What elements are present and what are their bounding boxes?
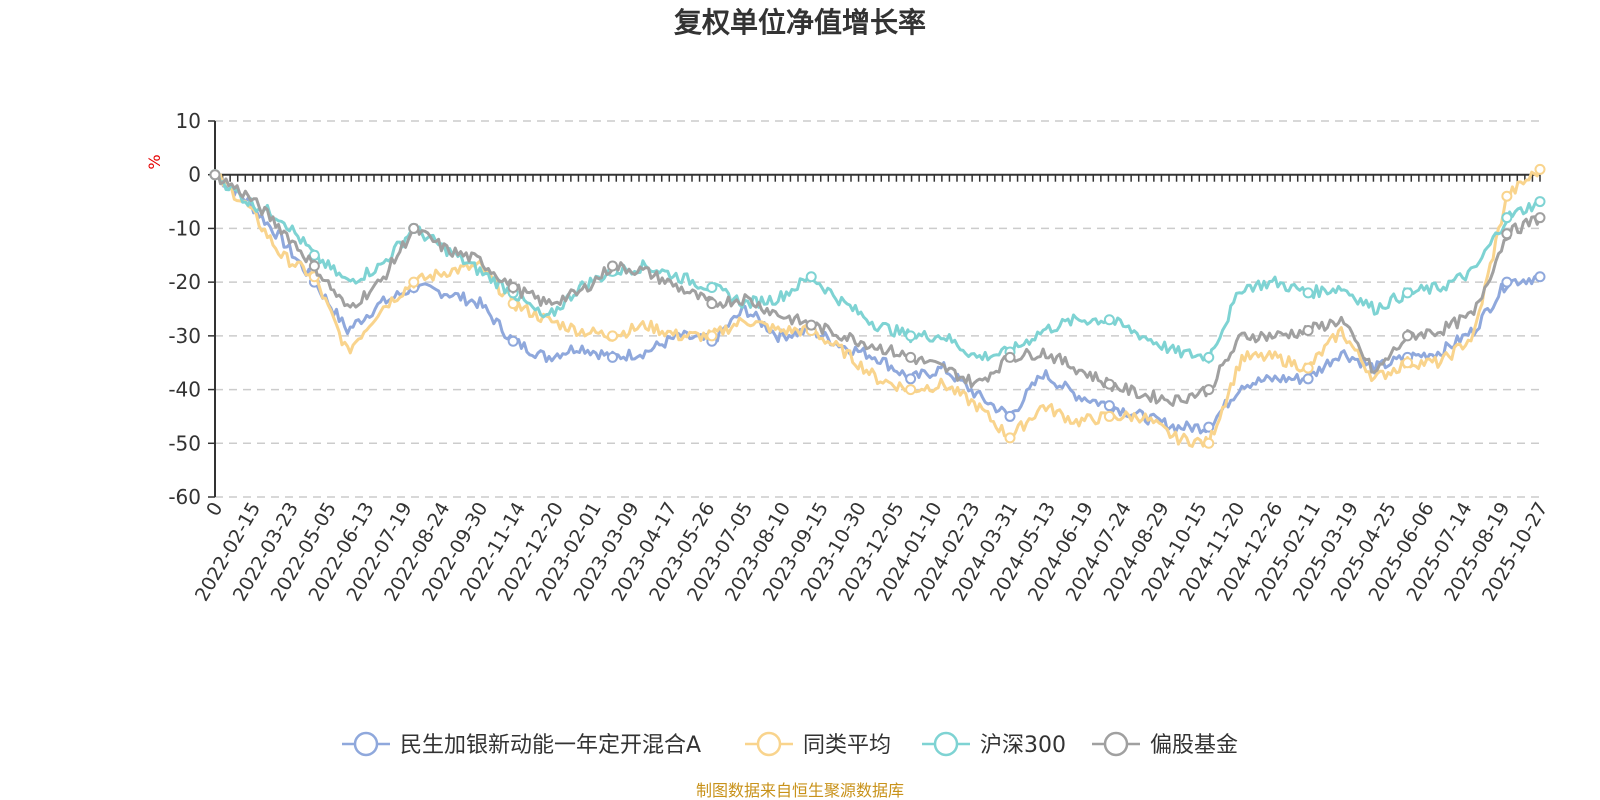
series-point-1 (1103, 410, 1115, 422)
series-lines (209, 163, 1546, 449)
legend-label: 沪深300 (980, 733, 1066, 758)
series-point-1 (1501, 190, 1513, 202)
series-point-1 (408, 276, 420, 288)
series-point-0 (607, 351, 618, 363)
series-point-1 (1402, 357, 1413, 369)
data-source-note: 制图数据来自恒生聚源数据库 (696, 781, 904, 800)
series-point-0 (1302, 373, 1314, 385)
series-point-1 (1203, 437, 1215, 449)
y-tick-label: -60 (168, 485, 201, 509)
axes (214, 121, 1540, 497)
series-point-3 (1103, 378, 1115, 390)
series-line-3 (214, 171, 1542, 407)
series-point-1 (905, 384, 917, 396)
series-point-0 (1501, 276, 1513, 288)
series-point-3 (607, 260, 618, 272)
series-point-1 (507, 298, 519, 310)
series-point-2 (1501, 212, 1513, 224)
y-tick-label: -10 (168, 216, 201, 240)
series-point-3 (706, 298, 718, 310)
legend-label: 偏股基金 (1150, 733, 1238, 758)
x-axis-ticks: 02022-02-152022-03-232022-05-052022-06-1… (191, 174, 1552, 605)
legend-item-0[interactable]: 民生加银新动能一年定开混合A (342, 731, 701, 758)
legend[interactable]: 民生加银新动能一年定开混合A 同类平均 沪深300 偏股基金 (342, 731, 1238, 758)
legend-item-3[interactable]: 偏股基金 (1092, 731, 1238, 758)
series-point-2 (1402, 287, 1413, 299)
series-point-3 (1501, 228, 1513, 240)
series-point-3 (1302, 324, 1314, 336)
series-point-0 (1004, 410, 1016, 422)
legend-label: 民生加银新动能一年定开混合A (400, 733, 701, 758)
series-point-1 (706, 330, 718, 342)
series-point-1 (607, 330, 618, 342)
series-point-2 (1302, 287, 1314, 299)
series-point-0 (905, 373, 917, 385)
series-point-2 (706, 282, 718, 294)
x-tick-label: 0 (202, 499, 227, 520)
series-point-3 (408, 222, 420, 234)
legend-swatch-marker (1103, 731, 1129, 757)
y-tick-label: 10 (176, 109, 201, 133)
series-point-0 (1203, 421, 1215, 433)
grid-lines (215, 120, 1540, 498)
series-line-0 (214, 173, 1541, 435)
y-tick-label: -30 (168, 324, 201, 348)
y-tick-label: -40 (168, 378, 201, 402)
series-point-1 (1004, 432, 1016, 444)
series-point-3 (1004, 351, 1016, 363)
y-axis-unit: % (145, 154, 164, 169)
series-point-3 (507, 282, 519, 294)
series-point-3 (805, 319, 817, 331)
legend-label: 同类平均 (803, 733, 891, 758)
chart-title: 复权单位净值增长率 (674, 6, 926, 39)
y-tick-label: -50 (168, 431, 201, 455)
series-point-2 (1534, 196, 1546, 208)
series-point-2 (905, 330, 917, 342)
series-point-3 (1402, 330, 1413, 342)
legend-item-2[interactable]: 沪深300 (922, 731, 1066, 758)
series-point-1 (1302, 362, 1314, 374)
y-tick-label: -20 (168, 270, 201, 294)
series-line-2 (214, 170, 1541, 364)
series-point-1 (1534, 163, 1546, 175)
legend-swatch-marker (353, 731, 379, 757)
series-point-0 (507, 335, 519, 347)
series-line-1 (214, 168, 1542, 448)
series-point-0 (1534, 271, 1546, 283)
legend-swatch-marker (756, 731, 782, 757)
series-point-3 (1203, 384, 1215, 396)
y-tick-label: 0 (188, 163, 201, 187)
legend-swatch-marker (933, 731, 959, 757)
series-point-2 (805, 271, 817, 283)
series-point-3 (1534, 212, 1546, 224)
series-point-3 (905, 351, 917, 363)
series-point-3 (308, 260, 320, 272)
y-axis-ticks: 10 0 -10 -20 -30 -40 -50 -60 (168, 109, 215, 509)
series-point-3 (209, 169, 221, 181)
legend-item-1[interactable]: 同类平均 (745, 731, 891, 758)
series-point-2 (1203, 351, 1215, 363)
series-point-0 (1103, 400, 1115, 412)
series-point-2 (1103, 314, 1115, 326)
